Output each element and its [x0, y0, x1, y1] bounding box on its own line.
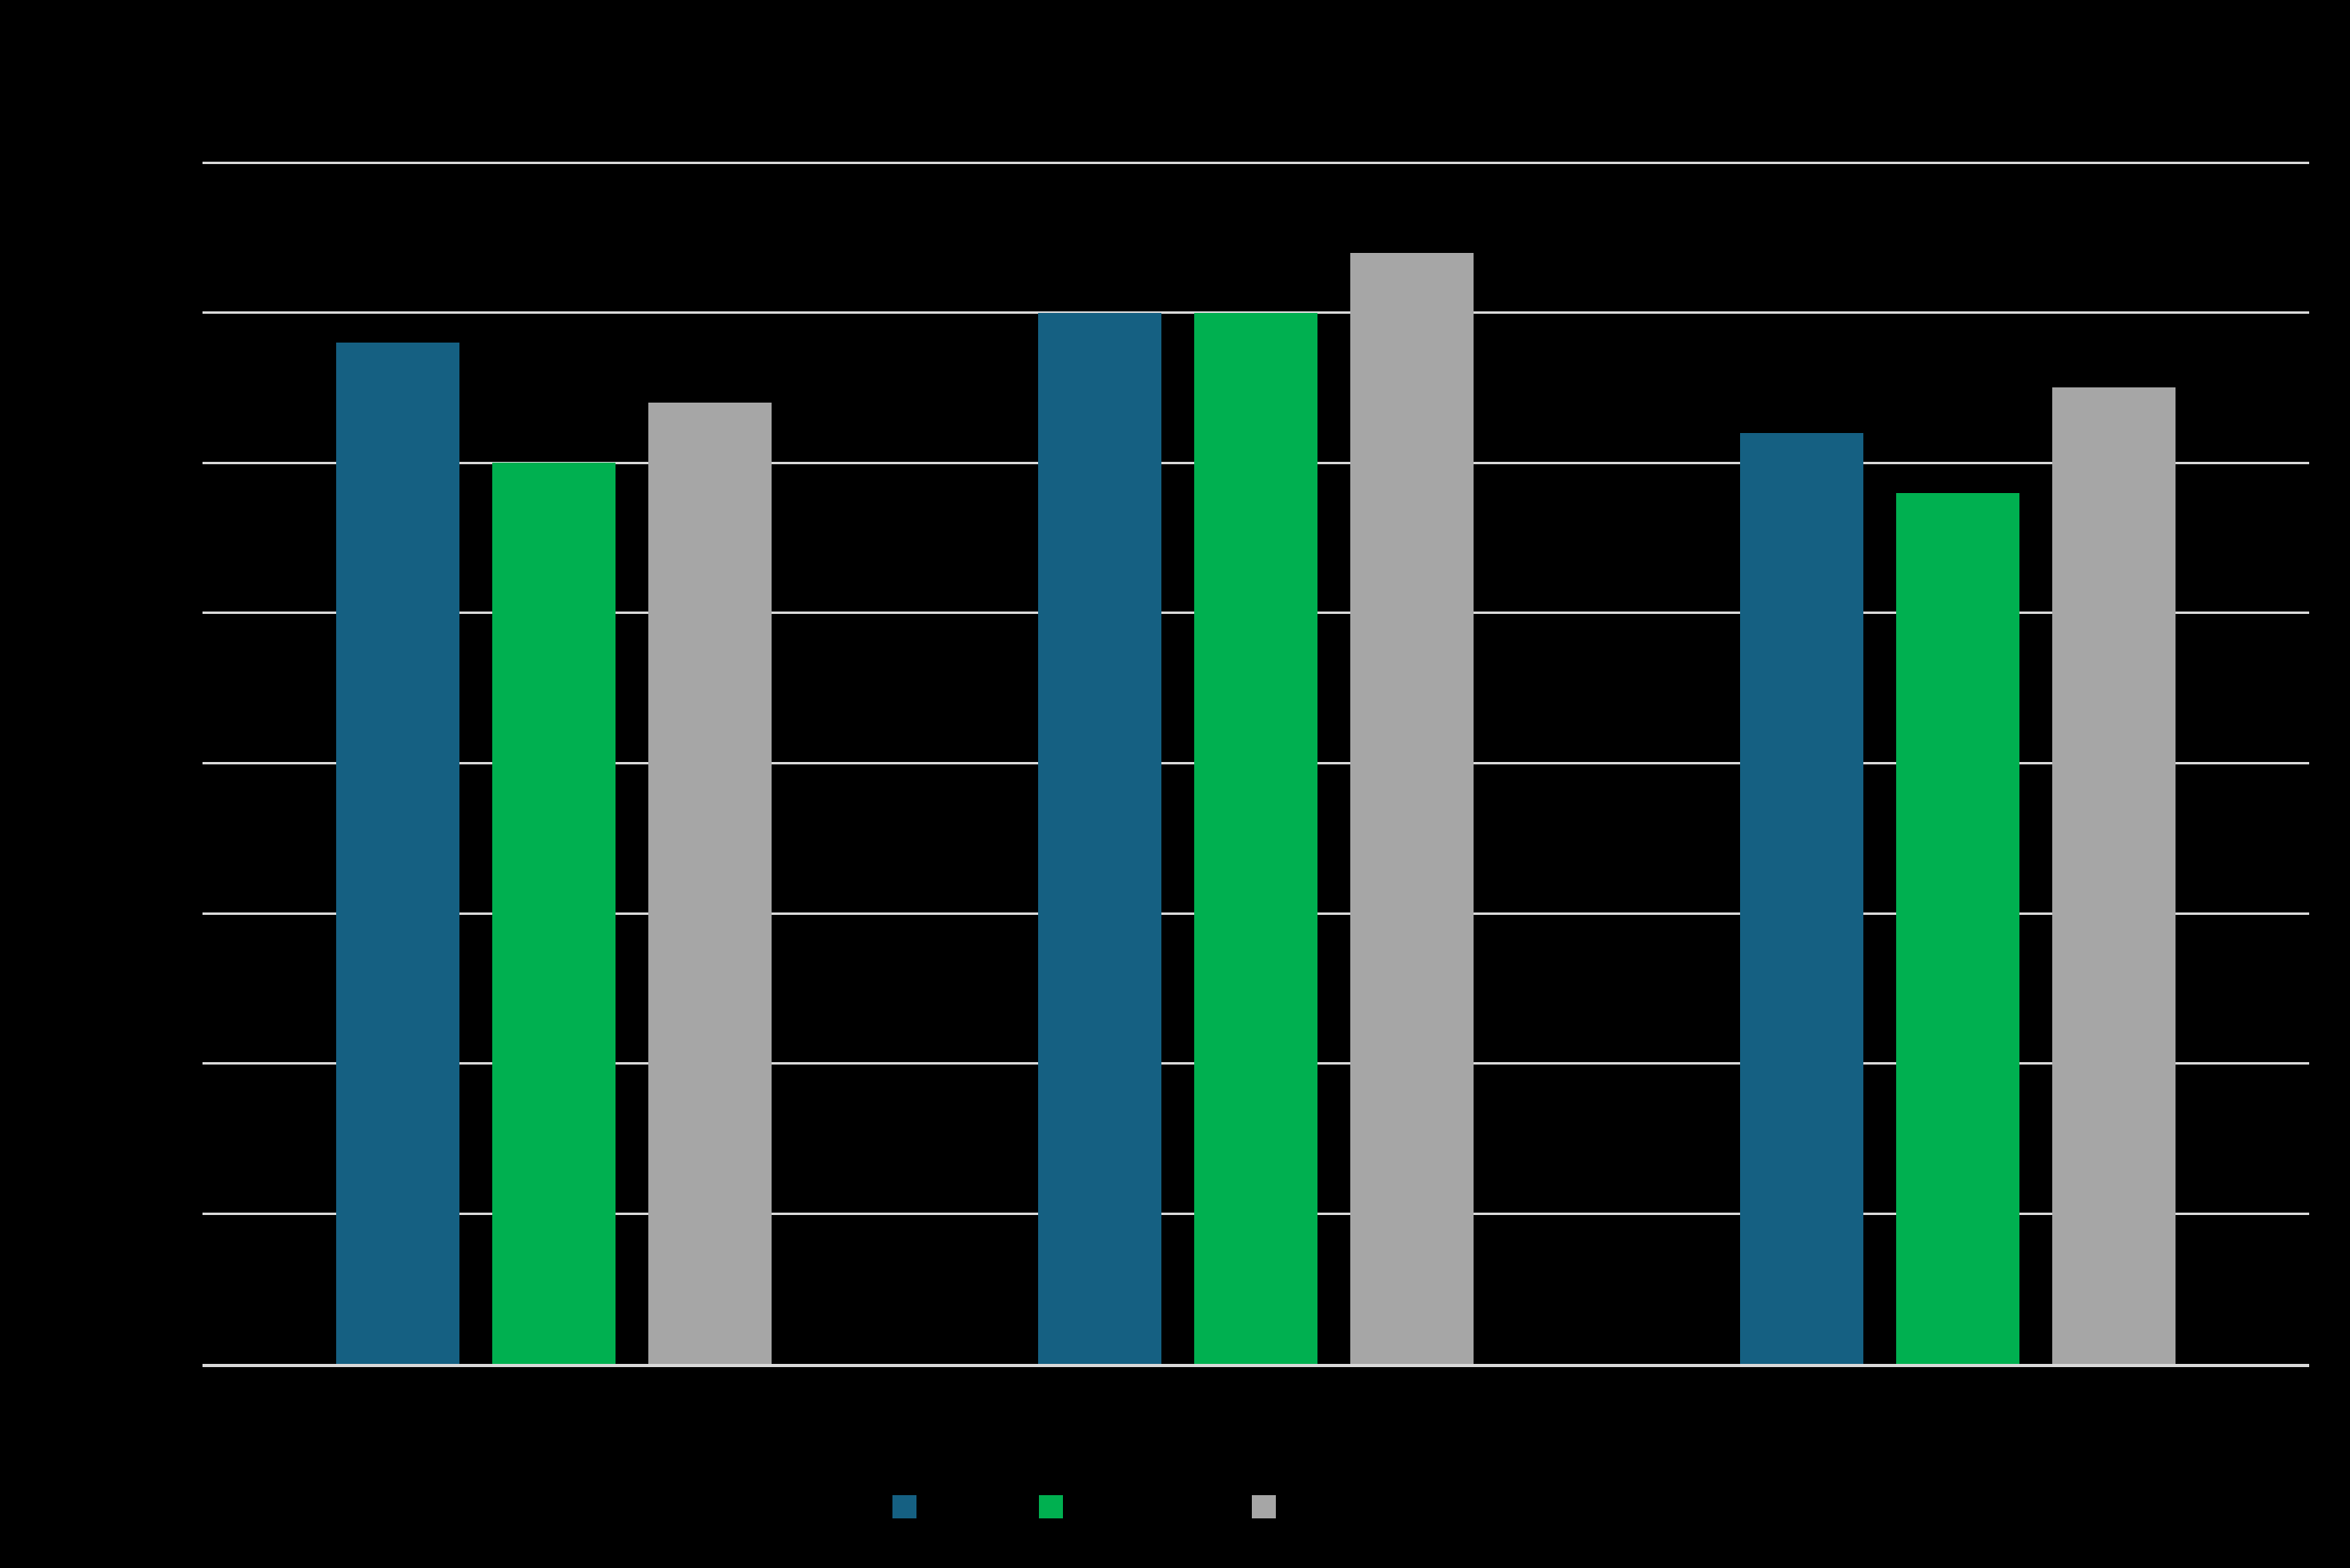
bar-series2-category1	[492, 463, 616, 1364]
bar-series1-category3	[1740, 433, 1863, 1364]
bar-series3-category1	[648, 403, 772, 1364]
bar-series3-category3	[2052, 387, 2176, 1364]
bar-series1-category2	[1038, 313, 1161, 1364]
legend-swatch-series3	[1252, 1495, 1276, 1518]
legend-swatch-series2	[1039, 1495, 1063, 1518]
bar-series3-category2	[1350, 253, 1474, 1364]
y-gridline	[203, 162, 2309, 164]
x-axis-line	[203, 1364, 2309, 1367]
bar-series2-category3	[1896, 493, 2019, 1364]
legend-swatch-series1	[892, 1495, 916, 1518]
bar-series2-category2	[1194, 313, 1317, 1364]
y-gridline	[203, 311, 2309, 314]
bar-series1-category1	[336, 343, 459, 1364]
